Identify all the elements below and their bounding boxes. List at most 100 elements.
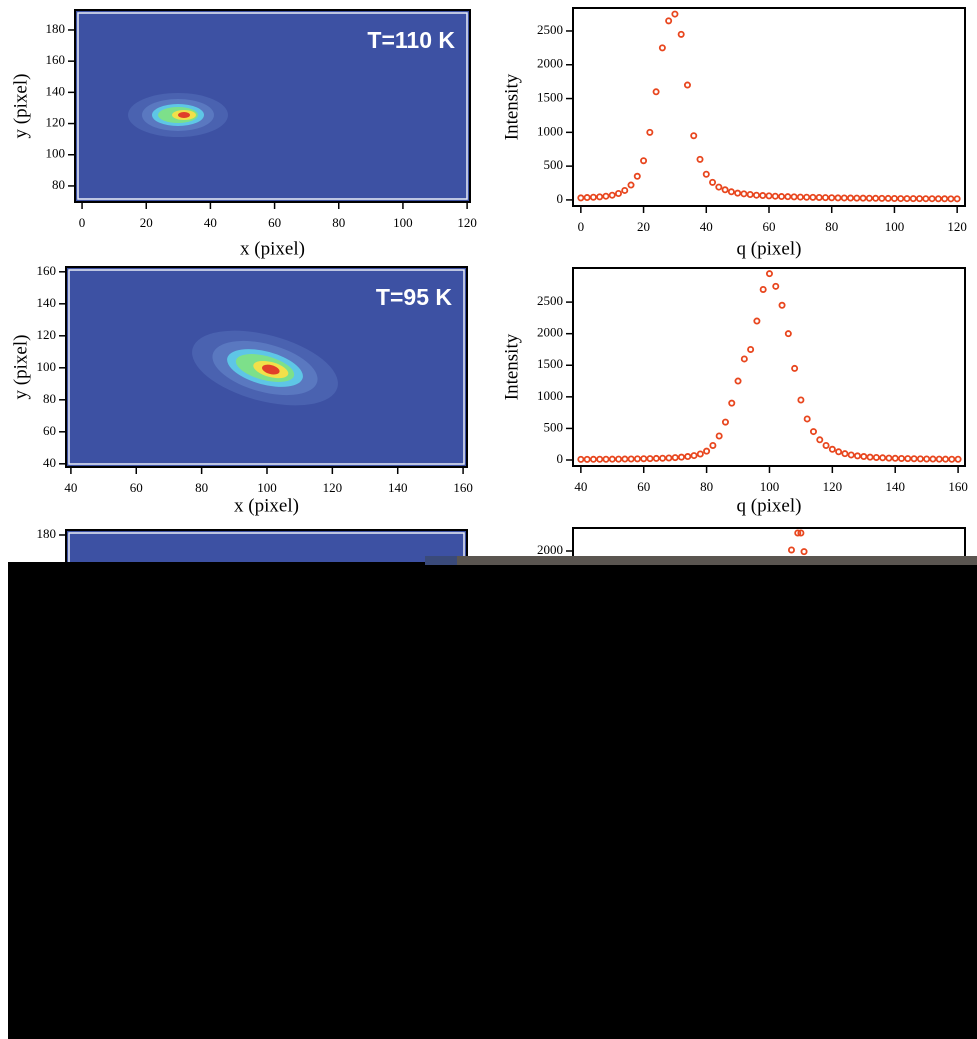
data-point [665, 454, 673, 462]
data-point [747, 345, 755, 353]
data-point [910, 455, 918, 463]
panel: 40 60 80 100 120 140 160 0 500 1000 1500 2000 2500 q … [501, 267, 968, 516]
x-tick-label: 120 [823, 479, 843, 494]
window-icon [425, 556, 457, 565]
data-point [828, 194, 836, 202]
data-point [577, 455, 585, 463]
data-point [821, 194, 829, 202]
x-tick-label: 0 [79, 215, 86, 230]
data-point [596, 455, 604, 463]
x-tick-label: 80 [700, 479, 713, 494]
data-point [941, 195, 949, 203]
y-tick-label: 1500 [537, 356, 563, 371]
data-point [953, 195, 961, 203]
data-point [696, 155, 704, 163]
data-point [835, 448, 843, 456]
data-point [797, 396, 805, 404]
x-tick-label: 100 [393, 215, 413, 230]
data-point [677, 453, 685, 461]
data-point [602, 192, 610, 200]
data-point [948, 455, 956, 463]
x-tick-label: 120 [947, 219, 967, 234]
y-tick-label: 1000 [537, 123, 563, 138]
data-point [916, 455, 924, 463]
data-point [621, 455, 629, 463]
data-point [794, 529, 802, 537]
data-point [800, 548, 808, 556]
data-point [822, 441, 830, 449]
window-titlebar [457, 556, 977, 565]
data-point [759, 192, 767, 200]
data-point [954, 455, 962, 463]
data-point [935, 455, 943, 463]
data-point [759, 285, 767, 293]
y-tick-label: 100 [37, 359, 57, 374]
y-tick-label: 500 [544, 157, 564, 172]
data-point [709, 441, 717, 449]
data-point [923, 455, 931, 463]
data-point [885, 454, 893, 462]
y-tick-label: 0 [557, 191, 564, 206]
data-point [784, 330, 792, 338]
y-tick-label: 40 [43, 455, 56, 470]
y-tick-label: 180 [46, 21, 66, 36]
data-point [633, 455, 641, 463]
data-point [853, 194, 861, 202]
heatmap-spot [262, 364, 280, 375]
y-tick-label: 2000 [537, 325, 563, 340]
data-point [740, 190, 748, 198]
data-point [928, 195, 936, 203]
y-tick-label: 1000 [537, 388, 563, 403]
y-tick-label: 1500 [537, 90, 563, 105]
y-tick-label: 0 [557, 451, 564, 466]
data-point [684, 453, 692, 461]
data-point [640, 455, 648, 463]
y-tick-label: 140 [37, 295, 57, 310]
data-point [778, 301, 786, 309]
data-point [715, 432, 723, 440]
axes-frame [74, 9, 471, 203]
data-point [791, 364, 799, 372]
data-point [596, 193, 604, 201]
data-point [771, 192, 779, 200]
data-point [703, 447, 711, 455]
data-point [615, 455, 623, 463]
y-tick-label: 180 [37, 526, 57, 541]
data-point [646, 128, 654, 136]
data-point [646, 455, 654, 463]
annotation: T=110 K [367, 27, 455, 53]
data-point [897, 195, 905, 203]
data-point [608, 191, 616, 199]
data-point [929, 455, 937, 463]
x-tick-label: 40 [64, 480, 77, 495]
panel: 40 60 80 100 120 140 160 40 60 80 100 120 140 160 x (p… [10, 263, 472, 517]
y-tick-label: 140 [46, 83, 66, 98]
data-point [765, 192, 773, 200]
data-point [872, 194, 880, 202]
data-point [727, 188, 735, 196]
data-point [627, 181, 635, 189]
data-point [589, 455, 597, 463]
data-point [934, 195, 942, 203]
data-point [847, 451, 855, 459]
y-tick-label: 120 [46, 115, 66, 130]
heatmap-border [68, 269, 465, 465]
data-point [577, 194, 585, 202]
x-tick-label: 120 [457, 215, 477, 230]
x-axis-label: q (pixel) [737, 238, 802, 259]
x-tick-label: 100 [885, 219, 905, 234]
x-axis-label: q (pixel) [737, 495, 802, 516]
data-point [909, 195, 917, 203]
x-tick-label: 60 [268, 215, 281, 230]
data-point [865, 194, 873, 202]
data-point [746, 191, 754, 199]
x-tick-label: 0 [578, 219, 585, 234]
data-point [671, 454, 679, 462]
y-tick-label: 100 [46, 146, 66, 161]
heatmap-spot [178, 112, 190, 118]
data-point [834, 194, 842, 202]
data-point [872, 453, 880, 461]
data-point [652, 88, 660, 96]
axes-frame [572, 7, 966, 207]
data-point [790, 193, 798, 201]
